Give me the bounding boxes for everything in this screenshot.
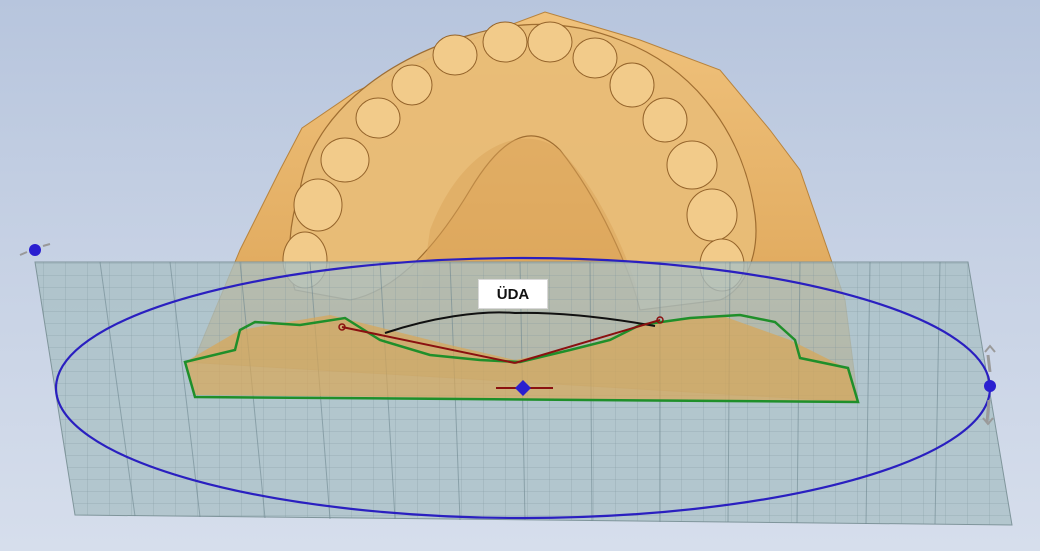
rotate-handle-icon[interactable] <box>982 344 996 426</box>
move-handle-icon[interactable] <box>19 243 51 256</box>
model-section <box>185 315 858 402</box>
uda-annotation-label: ÜDA <box>478 279 548 309</box>
center-handle-icon[interactable] <box>515 380 531 396</box>
measure-arc <box>384 311 656 334</box>
cut-outline <box>183 313 860 404</box>
measure-point-left <box>338 323 346 331</box>
measure-point-right <box>656 316 664 324</box>
teeth <box>282 21 745 292</box>
